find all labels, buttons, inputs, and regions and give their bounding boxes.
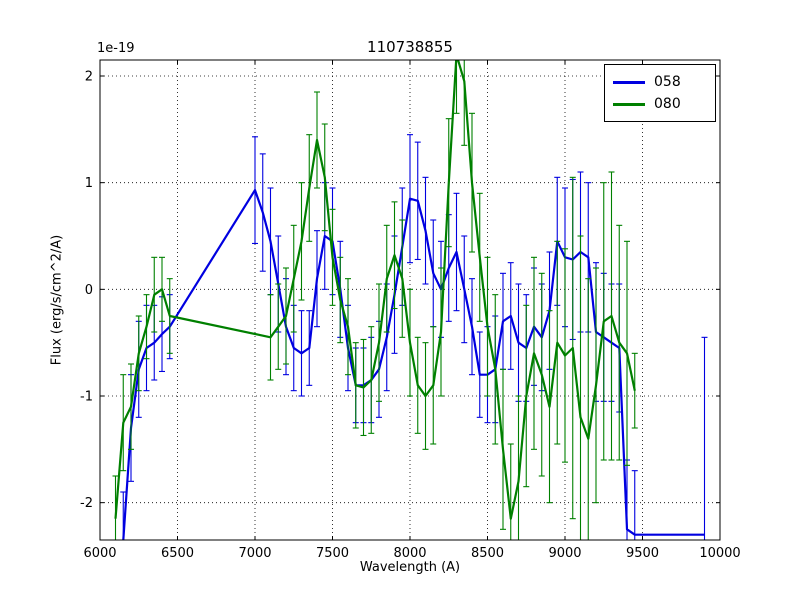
y-tick-label: 0 — [85, 283, 93, 298]
x-tick-label: 7500 — [316, 546, 349, 561]
y-axis-label: Flux (erg/s/cm^2/A) — [49, 234, 65, 366]
x-tick-label: 10000 — [699, 546, 740, 561]
legend-label-058: 058 — [654, 74, 681, 90]
legend-entry-080: 080 — [613, 93, 707, 115]
series-058-line — [122, 189, 705, 540]
x-tick-label: 6000 — [83, 546, 116, 561]
y-tick-label: 1 — [85, 176, 93, 191]
legend: 058 080 — [604, 64, 716, 122]
x-tick-label: 9500 — [626, 546, 659, 561]
x-tick-label: 8500 — [471, 546, 504, 561]
x-tick-label: 6500 — [161, 546, 194, 561]
x-tick-label: 8000 — [393, 546, 426, 561]
x-tick-label: 9000 — [548, 546, 581, 561]
ticks — [99, 60, 721, 540]
series-080-line — [114, 60, 636, 520]
y-tick-label: -1 — [80, 390, 93, 405]
chart-title: 110738855 — [367, 38, 453, 56]
legend-label-080: 080 — [654, 96, 681, 112]
legend-line-sample-080 — [613, 102, 645, 106]
x-axis-label: Wavelength (A) — [359, 560, 461, 575]
legend-entry-058: 058 — [613, 71, 707, 93]
y-axis-offset-text: 1e-19 — [97, 41, 135, 56]
legend-line-sample-058 — [613, 80, 645, 84]
series-080 — [112, 60, 638, 540]
y-tick-label: -2 — [80, 496, 93, 511]
tick-labels: 6000 6500 7000 7500 8000 8500 9000 9500 10000 -2 -… — [80, 70, 741, 562]
y-tick-label: 2 — [85, 70, 93, 85]
x-tick-label: 7000 — [238, 546, 271, 561]
series-080-errorbars — [112, 60, 638, 540]
